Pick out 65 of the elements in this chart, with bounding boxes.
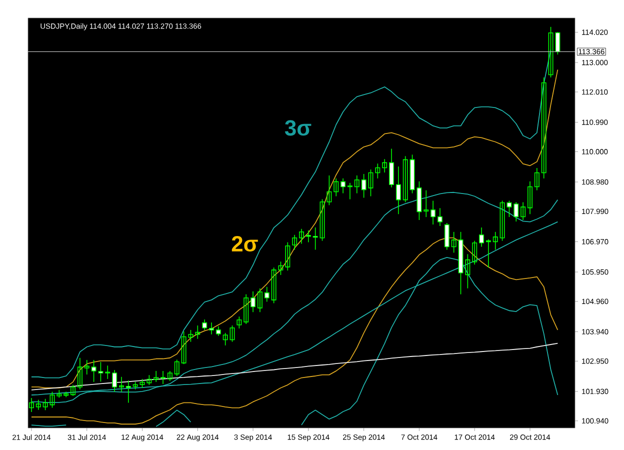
candlestick — [520, 202, 526, 220]
candlestick — [160, 370, 166, 384]
candlestick — [216, 326, 221, 336]
candlestick — [375, 163, 380, 179]
candlestick — [444, 222, 450, 250]
candlestick — [479, 227, 484, 248]
candlestick — [154, 370, 159, 382]
candlestick — [105, 365, 110, 380]
candlestick — [451, 231, 456, 254]
annotation: 2σ — [232, 236, 258, 252]
annotation: 3σ — [284, 120, 312, 136]
candlestick — [396, 166, 401, 214]
candlestick — [28, 398, 34, 412]
candlestick — [292, 234, 298, 250]
candlestick — [202, 319, 208, 330]
candlestick — [236, 316, 242, 329]
candlestick — [36, 399, 41, 410]
candlestick — [402, 156, 408, 203]
candlestick — [244, 294, 249, 324]
candlestick — [368, 169, 374, 197]
candlestick — [382, 158, 388, 173]
candlestick — [257, 288, 262, 313]
candlestick — [278, 261, 284, 276]
candlestick — [285, 242, 290, 271]
candlestick — [361, 174, 366, 198]
candlestick — [534, 168, 540, 191]
candlestick — [84, 360, 90, 375]
candlestick — [126, 380, 131, 404]
candlestick — [438, 208, 442, 226]
candlestick — [64, 391, 69, 398]
candlestick — [250, 290, 256, 313]
candlestick — [112, 370, 118, 392]
candlestick — [222, 332, 228, 346]
candlestick — [486, 238, 491, 268]
candlestick — [347, 182, 352, 200]
candlestick — [354, 175, 360, 194]
candlestick — [340, 178, 346, 194]
candlestick — [430, 200, 436, 225]
candlestick — [230, 325, 235, 342]
candlestick — [472, 240, 478, 265]
candlestick — [548, 26, 554, 78]
candlestick — [42, 398, 48, 411]
candlestick — [70, 384, 76, 396]
candlestick — [146, 374, 152, 386]
candlestick — [492, 231, 498, 250]
candlestick — [541, 77, 546, 179]
candlestick — [77, 357, 82, 390]
candlestick — [424, 190, 429, 218]
candlestick — [119, 376, 124, 392]
candlestick — [299, 228, 304, 244]
candlestick — [167, 370, 172, 382]
candlestick — [528, 180, 532, 214]
candlestick — [209, 322, 214, 335]
candlestick — [50, 391, 55, 408]
candlestick — [264, 286, 270, 302]
candlestick — [465, 254, 470, 289]
candlestick — [555, 32, 560, 55]
candlestick — [195, 325, 200, 340]
candlestick — [271, 267, 276, 304]
candlestick — [174, 359, 180, 376]
candlestick — [312, 227, 318, 250]
candlestick — [334, 178, 339, 197]
candlestick — [514, 202, 519, 222]
candlestick — [306, 230, 311, 243]
candlestick — [389, 148, 394, 188]
